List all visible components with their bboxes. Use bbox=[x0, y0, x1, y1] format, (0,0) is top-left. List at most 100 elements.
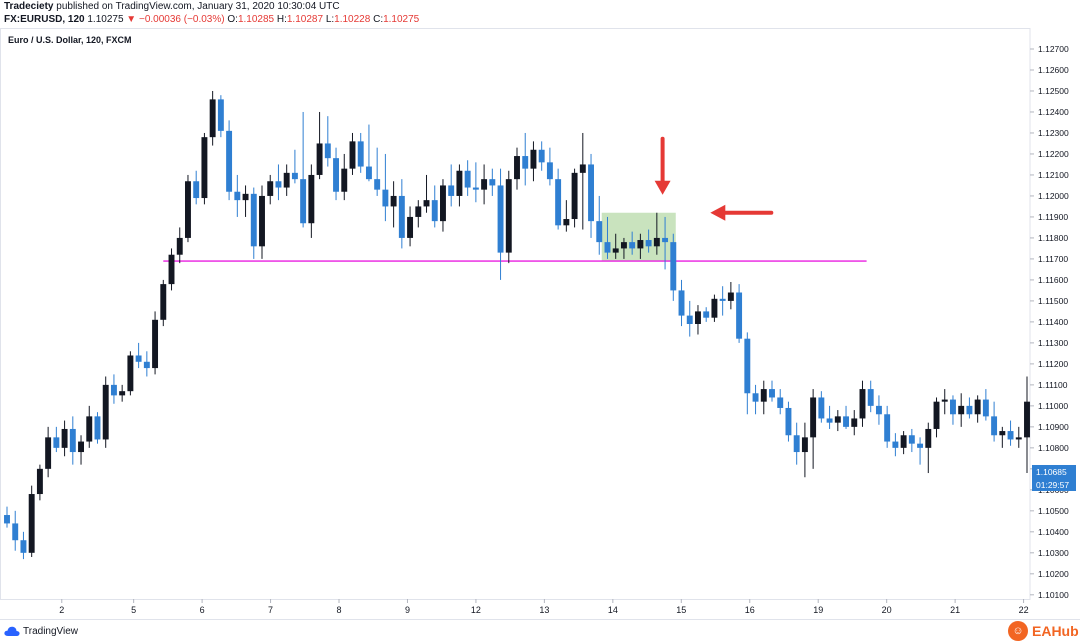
candle-body[interactable] bbox=[834, 416, 841, 423]
candle-body[interactable] bbox=[1007, 431, 1014, 440]
candle-body[interactable] bbox=[275, 181, 282, 188]
candle-body[interactable] bbox=[481, 179, 488, 190]
candle-body[interactable] bbox=[201, 137, 208, 199]
candle-body[interactable] bbox=[917, 443, 924, 448]
candle-body[interactable] bbox=[61, 428, 68, 448]
candle-body[interactable] bbox=[678, 290, 685, 316]
candle-body[interactable] bbox=[974, 399, 981, 415]
publisher-name[interactable]: Tradeciety bbox=[4, 1, 54, 12]
candle-body[interactable] bbox=[933, 401, 940, 429]
candle-body[interactable] bbox=[308, 174, 315, 224]
candle-body[interactable] bbox=[324, 143, 331, 159]
candle-body[interactable] bbox=[637, 240, 644, 249]
candle-body[interactable] bbox=[398, 195, 405, 238]
candle-body[interactable] bbox=[1015, 437, 1022, 440]
candle-body[interactable] bbox=[826, 418, 833, 423]
candle-body[interactable] bbox=[612, 248, 619, 253]
candle-body[interactable] bbox=[36, 468, 43, 495]
candle-body[interactable] bbox=[390, 195, 397, 207]
chart-area[interactable]: 1.12700 1.12600 1.12500 1.12400 1.12300 1.122… bbox=[0, 28, 1080, 643]
candle-body[interactable] bbox=[966, 405, 973, 415]
candle-body[interactable] bbox=[579, 164, 586, 173]
candle-body[interactable] bbox=[365, 166, 372, 180]
candle-body[interactable] bbox=[316, 143, 323, 175]
candle-body[interactable] bbox=[538, 149, 545, 163]
candle-body[interactable] bbox=[793, 435, 800, 453]
candle-body[interactable] bbox=[744, 338, 751, 394]
candle-body[interactable] bbox=[440, 185, 446, 222]
candle-body[interactable] bbox=[546, 162, 553, 180]
candle-body[interactable] bbox=[382, 189, 389, 207]
candle-body[interactable] bbox=[950, 399, 956, 415]
candle-body[interactable] bbox=[785, 407, 792, 436]
candle-body[interactable] bbox=[703, 311, 710, 318]
candle-body[interactable] bbox=[110, 384, 117, 396]
candle-body[interactable] bbox=[497, 185, 504, 253]
candle-body[interactable] bbox=[193, 181, 200, 199]
candle-body[interactable] bbox=[127, 355, 134, 392]
candle-body[interactable] bbox=[374, 179, 381, 190]
candle-body[interactable] bbox=[711, 298, 718, 318]
candle-body[interactable] bbox=[859, 389, 866, 419]
tradingview-logo[interactable]: TradingView bbox=[4, 625, 78, 637]
candle-body[interactable] bbox=[604, 242, 611, 253]
candle-body[interactable] bbox=[892, 441, 899, 448]
candle-body[interactable] bbox=[843, 416, 849, 427]
candle-body[interactable] bbox=[884, 414, 891, 442]
candle-body[interactable] bbox=[686, 315, 693, 324]
candle-body[interactable] bbox=[341, 168, 348, 192]
candle-body[interactable] bbox=[234, 191, 241, 201]
candle-body[interactable] bbox=[431, 200, 438, 222]
candle-body[interactable] bbox=[530, 149, 537, 169]
candle-body[interactable] bbox=[86, 416, 93, 442]
price-chart[interactable]: 1.12700 1.12600 1.12500 1.12400 1.12300 1.122… bbox=[0, 28, 1080, 620]
candle-body[interactable] bbox=[489, 179, 496, 186]
candle-body[interactable] bbox=[867, 389, 874, 406]
candle-body[interactable] bbox=[291, 172, 298, 180]
candle-body[interactable] bbox=[662, 237, 669, 243]
candle-body[interactable] bbox=[851, 418, 858, 427]
candle-body[interactable] bbox=[415, 206, 422, 217]
candle-body[interactable] bbox=[875, 405, 882, 415]
candle-body[interactable] bbox=[752, 393, 759, 402]
candle-body[interactable] bbox=[629, 242, 636, 249]
candle-body[interactable] bbox=[242, 193, 249, 201]
candle-body[interactable] bbox=[620, 242, 627, 249]
symbol-name[interactable]: FX:EURUSD, 120 bbox=[4, 14, 85, 25]
candle-body[interactable] bbox=[176, 237, 183, 255]
candle-body[interactable] bbox=[596, 221, 603, 243]
candle-body[interactable] bbox=[407, 216, 414, 238]
candle-body[interactable] bbox=[28, 494, 35, 553]
candle-body[interactable] bbox=[69, 428, 76, 453]
candle-body[interactable] bbox=[357, 141, 364, 167]
candle-body[interactable] bbox=[250, 193, 257, 247]
candle-body[interactable] bbox=[588, 164, 594, 222]
candle-body[interactable] bbox=[12, 523, 19, 541]
candle-body[interactable] bbox=[4, 515, 10, 524]
candle-body[interactable] bbox=[423, 200, 430, 207]
candle-body[interactable] bbox=[20, 540, 27, 553]
candle-body[interactable] bbox=[999, 431, 1006, 436]
candle-body[interactable] bbox=[283, 172, 290, 188]
candle-body[interactable] bbox=[760, 389, 767, 402]
candle-body[interactable] bbox=[45, 437, 52, 469]
candle-body[interactable] bbox=[102, 384, 109, 440]
candle-body[interactable] bbox=[810, 397, 817, 438]
candle-body[interactable] bbox=[119, 391, 126, 396]
candle-body[interactable] bbox=[777, 397, 784, 408]
candle-body[interactable] bbox=[645, 240, 652, 247]
candle-body[interactable] bbox=[94, 416, 101, 440]
candle-body[interactable] bbox=[143, 361, 150, 369]
candle-body[interactable] bbox=[226, 130, 233, 192]
candle-body[interactable] bbox=[505, 179, 512, 253]
candle-body[interactable] bbox=[908, 435, 915, 444]
candle-body[interactable] bbox=[653, 237, 660, 247]
candle-body[interactable] bbox=[769, 389, 775, 398]
candle-body[interactable] bbox=[53, 437, 60, 448]
candle-body[interactable] bbox=[670, 242, 677, 291]
candle-body[interactable] bbox=[259, 195, 265, 247]
candle-body[interactable] bbox=[925, 428, 932, 448]
candle-body[interactable] bbox=[991, 416, 998, 436]
candle-body[interactable] bbox=[563, 219, 570, 226]
candle-body[interactable] bbox=[472, 187, 479, 190]
